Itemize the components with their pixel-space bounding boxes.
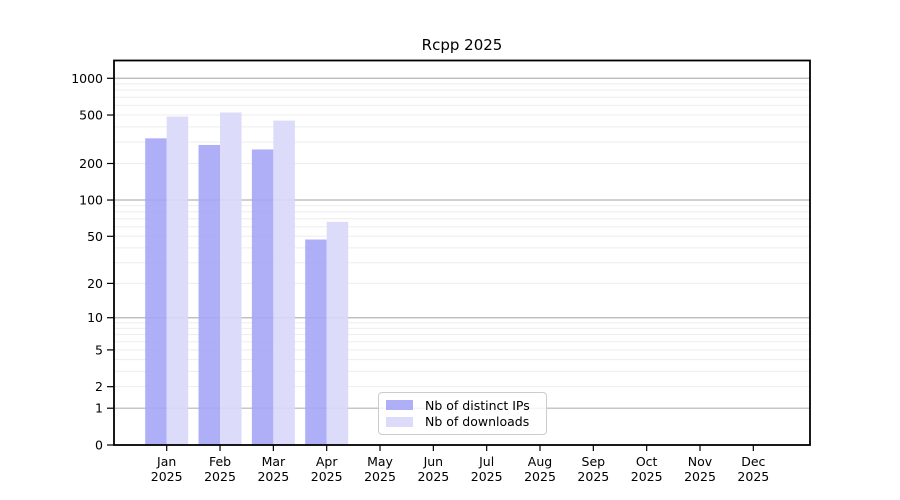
x-tick-month: Mar [262,454,286,469]
y-tick-label: 500 [79,108,103,123]
y-tick-label: 100 [79,193,103,208]
bar-jan-series0 [145,138,167,446]
x-tick-year: 2025 [417,469,449,484]
y-tick-label: 2 [95,379,103,394]
x-tick-year: 2025 [577,469,609,484]
bar-apr-series0 [305,239,327,445]
legend-label-downloads: Nb of downloads [425,414,530,430]
y-tick-label: 200 [79,156,103,171]
y-tick-label: 1000 [71,71,103,86]
y-tick-label: 1 [95,401,103,416]
bar-mar-series0 [251,149,274,446]
axes: 01251020501002005001000Jan2025Feb2025Mar… [71,59,811,484]
legend-swatch-downloads [386,416,413,427]
x-tick-month: Feb [209,454,231,469]
x-tick-year: 2025 [151,469,183,484]
x-tick-year: 2025 [471,469,503,484]
bars [145,112,349,446]
x-tick-month: Jan [156,454,176,469]
x-tick-year: 2025 [684,469,716,484]
legend-swatch-distinct-ips [386,400,413,411]
bar-jan-series1 [166,116,189,445]
legend: Nb of distinct IPs Nb of downloads [378,392,547,435]
x-tick-year: 2025 [364,469,396,484]
x-tick-month: Sep [582,454,606,469]
x-tick-month: Apr [316,454,338,469]
y-tick-label: 0 [95,438,103,453]
x-tick-month: Jul [478,454,494,469]
y-tick-label: 5 [95,342,103,357]
legend-item-downloads: Nb of downloads [386,414,538,429]
x-tick-year: 2025 [524,469,556,484]
x-tick-year: 2025 [311,469,343,484]
legend-label-distinct-ips: Nb of distinct IPs [425,397,530,413]
x-tick-year: 2025 [631,469,663,484]
chart-title: Rcpp 2025 [421,36,503,54]
x-tick-month: Aug [528,454,552,469]
bar-feb-series1 [220,112,242,446]
y-tick-label: 50 [87,229,103,244]
legend-item-distinct-ips: Nb of distinct IPs [386,398,538,413]
bar-apr-series1 [326,221,349,445]
y-tick-label: 10 [87,310,103,325]
x-tick-month: Dec [741,454,765,469]
x-tick-month: Jun [423,454,444,469]
y-tick-label: 20 [87,276,103,291]
x-tick-year: 2025 [737,469,769,484]
bar-mar-series1 [273,120,295,445]
x-tick-month: Oct [636,454,658,469]
x-tick-month: Nov [688,454,713,469]
bar-feb-series0 [198,144,221,445]
x-tick-month: May [367,454,393,469]
x-tick-year: 2025 [257,469,289,484]
x-tick-year: 2025 [204,469,236,484]
